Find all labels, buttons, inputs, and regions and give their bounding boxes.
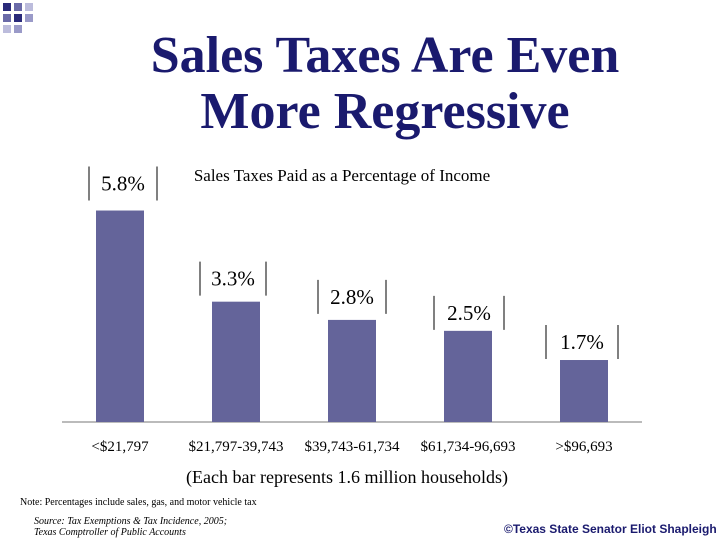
data-label: 5.8% [101, 172, 145, 196]
category-label: $61,734-96,693 [421, 439, 516, 455]
source-line-2: Texas Comptroller of Public Accounts [34, 527, 186, 538]
chart-title: Sales Taxes Paid as a Percentage of Inco… [194, 166, 490, 185]
bar-4 [444, 330, 492, 422]
data-label: 2.8% [330, 285, 374, 309]
bar-3 [328, 319, 376, 422]
category-label: $21,797-39,743 [189, 439, 284, 455]
x-axis-label: (Each bar represents 1.6 million househo… [186, 467, 508, 488]
category-label: $39,743-61,734 [305, 439, 400, 455]
data-label: 2.5% [447, 301, 491, 325]
copyright-text: ©Texas State Senator Eliot Shapleigh [504, 522, 717, 536]
slide-title: Sales Taxes Are Even More Regressive [150, 27, 620, 140]
category-label: >$96,693 [555, 439, 612, 455]
bar-2 [212, 301, 260, 422]
data-label: 1.7% [560, 330, 604, 354]
category-label: <$21,797 [91, 439, 149, 455]
bar-5 [560, 360, 608, 422]
source-text: Source: Tax Exemptions & Tax Incidence, … [34, 516, 227, 538]
decorative-squares [3, 3, 33, 33]
bar-1 [96, 210, 144, 422]
source-line-1: Source: Tax Exemptions & Tax Incidence, … [34, 516, 228, 527]
note-text: Note: Percentages include sales, gas, an… [20, 497, 257, 508]
data-label: 3.3% [211, 267, 255, 291]
